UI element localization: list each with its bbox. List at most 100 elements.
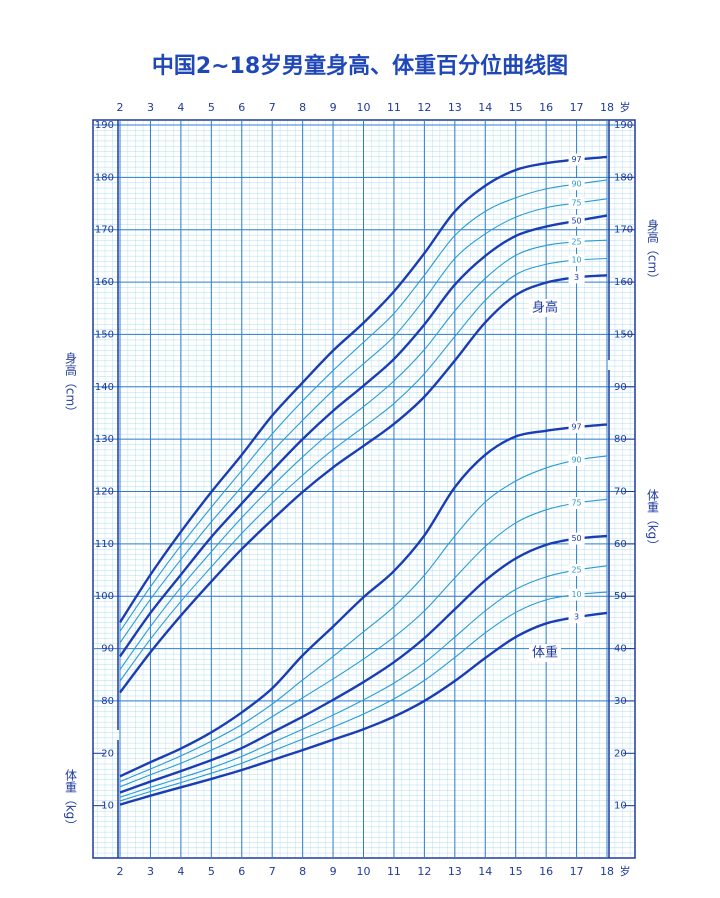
y2-tick-label: 20 (614, 748, 627, 759)
x-tick-label: 9 (330, 101, 337, 114)
series-label: 3 (574, 273, 579, 282)
y-tick-label: 170 (95, 225, 114, 236)
x-tick-label: 18 (600, 865, 614, 878)
x-tick-label: 2 (117, 101, 124, 114)
y-tick-label: 140 (95, 382, 114, 393)
label-bg (529, 644, 561, 662)
label-bg (568, 254, 585, 267)
series-label: 50 (571, 216, 581, 225)
x-tick-label: 3 (147, 865, 154, 878)
y2-tick-label: 20 (101, 748, 114, 759)
chart-title: 中国2~18岁男童身高、体重百分位曲线图 (152, 53, 568, 79)
plot-area: 2 2 3 3 4 4 5 5 6 6 7 7 8 8 9 9 10 10 11 11 12 12 13 13 14 14 15 15… (92, 100, 636, 878)
y-tick-label: 150 (95, 329, 114, 340)
series-label: 97 (571, 155, 581, 164)
x-tick-label: 7 (269, 865, 276, 878)
x-tick-label: 5 (208, 865, 215, 878)
x-tick-label: 18 (600, 101, 614, 114)
series-label: 90 (571, 456, 581, 465)
line-series (119, 423, 608, 778)
line-series (119, 455, 608, 783)
label-bg (568, 454, 585, 467)
label-bg (568, 588, 585, 601)
x-tick-label: 16 (539, 101, 553, 114)
y2-tick-label: 40 (614, 644, 627, 655)
label-bg (568, 178, 585, 191)
x-tick-label: 14 (478, 101, 492, 114)
x-tick-label: 13 (448, 101, 462, 114)
y-tick-label: 190 (95, 120, 114, 131)
x-tick-label: 10 (357, 101, 371, 114)
annotation: 身高 (532, 300, 558, 316)
y-tick-label: 130 (95, 434, 114, 445)
x-tick-label: 8 (299, 865, 306, 878)
x-unit: 岁 (620, 100, 631, 114)
y-tick-label: 170 (614, 225, 633, 236)
x-tick-label: 6 (238, 865, 245, 878)
line-series (119, 534, 608, 794)
label-bg (568, 197, 585, 210)
line-series (119, 565, 608, 798)
x-unit: 岁 (620, 864, 631, 878)
y-tick-label: 190 (614, 120, 633, 131)
line-series (119, 257, 608, 682)
line-series (119, 214, 608, 658)
x-tick-label: 14 (478, 865, 492, 878)
label-bg (568, 271, 585, 284)
y-tick-label: 80 (101, 696, 114, 707)
series-label: 10 (571, 256, 581, 265)
y2-tick-label: 60 (614, 539, 627, 550)
x-tick-label: 15 (509, 865, 523, 878)
line-series (119, 498, 608, 788)
x-tick-label: 15 (509, 101, 523, 114)
y2-tick-label: 90 (614, 382, 627, 393)
x-tick-label: 10 (357, 865, 371, 878)
y2-tick-label: 30 (614, 696, 627, 707)
x-tick-label: 12 (417, 101, 431, 114)
series-label: 97 (571, 423, 581, 432)
x-tick-label: 16 (539, 865, 553, 878)
y-axis-label: 身高（cm） (646, 217, 660, 285)
line-series (119, 274, 608, 694)
x-tick-label: 11 (387, 865, 401, 878)
y-tick-label: 160 (614, 277, 633, 288)
series-label: 3 (574, 613, 579, 622)
label-bg (568, 421, 585, 434)
x-tick-label: 4 (177, 101, 184, 114)
series-label: 10 (571, 590, 581, 599)
y2-tick-label: 10 (101, 801, 114, 812)
y-axis-label: 身高（cm） (64, 350, 78, 418)
line-series (119, 611, 608, 806)
label-bg (568, 235, 585, 248)
x-tick-label: 13 (448, 865, 462, 878)
label-bg (568, 611, 585, 624)
label-bg (529, 299, 561, 317)
y-tick-label: 160 (95, 277, 114, 288)
y-tick-label: 180 (95, 172, 114, 183)
series-label: 25 (571, 566, 581, 575)
x-tick-label: 4 (177, 865, 184, 878)
x-tick-label: 17 (570, 865, 584, 878)
label-bg (568, 214, 585, 227)
x-tick-label: 3 (147, 101, 154, 114)
y2-tick-label: 50 (614, 591, 627, 602)
y-tick-label: 100 (95, 591, 114, 602)
line-series (119, 179, 608, 632)
x-tick-label: 5 (208, 101, 215, 114)
line-series (119, 198, 608, 644)
label-bg (568, 497, 585, 510)
x-tick-label: 17 (570, 101, 584, 114)
line-series (118, 155, 608, 624)
y-tick-label: 120 (95, 487, 114, 498)
label-bg (568, 564, 585, 577)
x-tick-label: 2 (117, 865, 124, 878)
x-tick-label: 6 (238, 101, 245, 114)
y2-axis-label: 体重（kg） (646, 488, 660, 551)
annotation: 体重 (532, 645, 558, 661)
x-tick-label: 8 (299, 101, 306, 114)
y2-tick-label: 10 (614, 801, 627, 812)
series-label: 90 (571, 180, 581, 189)
label-bg (568, 153, 585, 166)
x-tick-label: 7 (269, 101, 276, 114)
series-label: 75 (571, 499, 581, 508)
